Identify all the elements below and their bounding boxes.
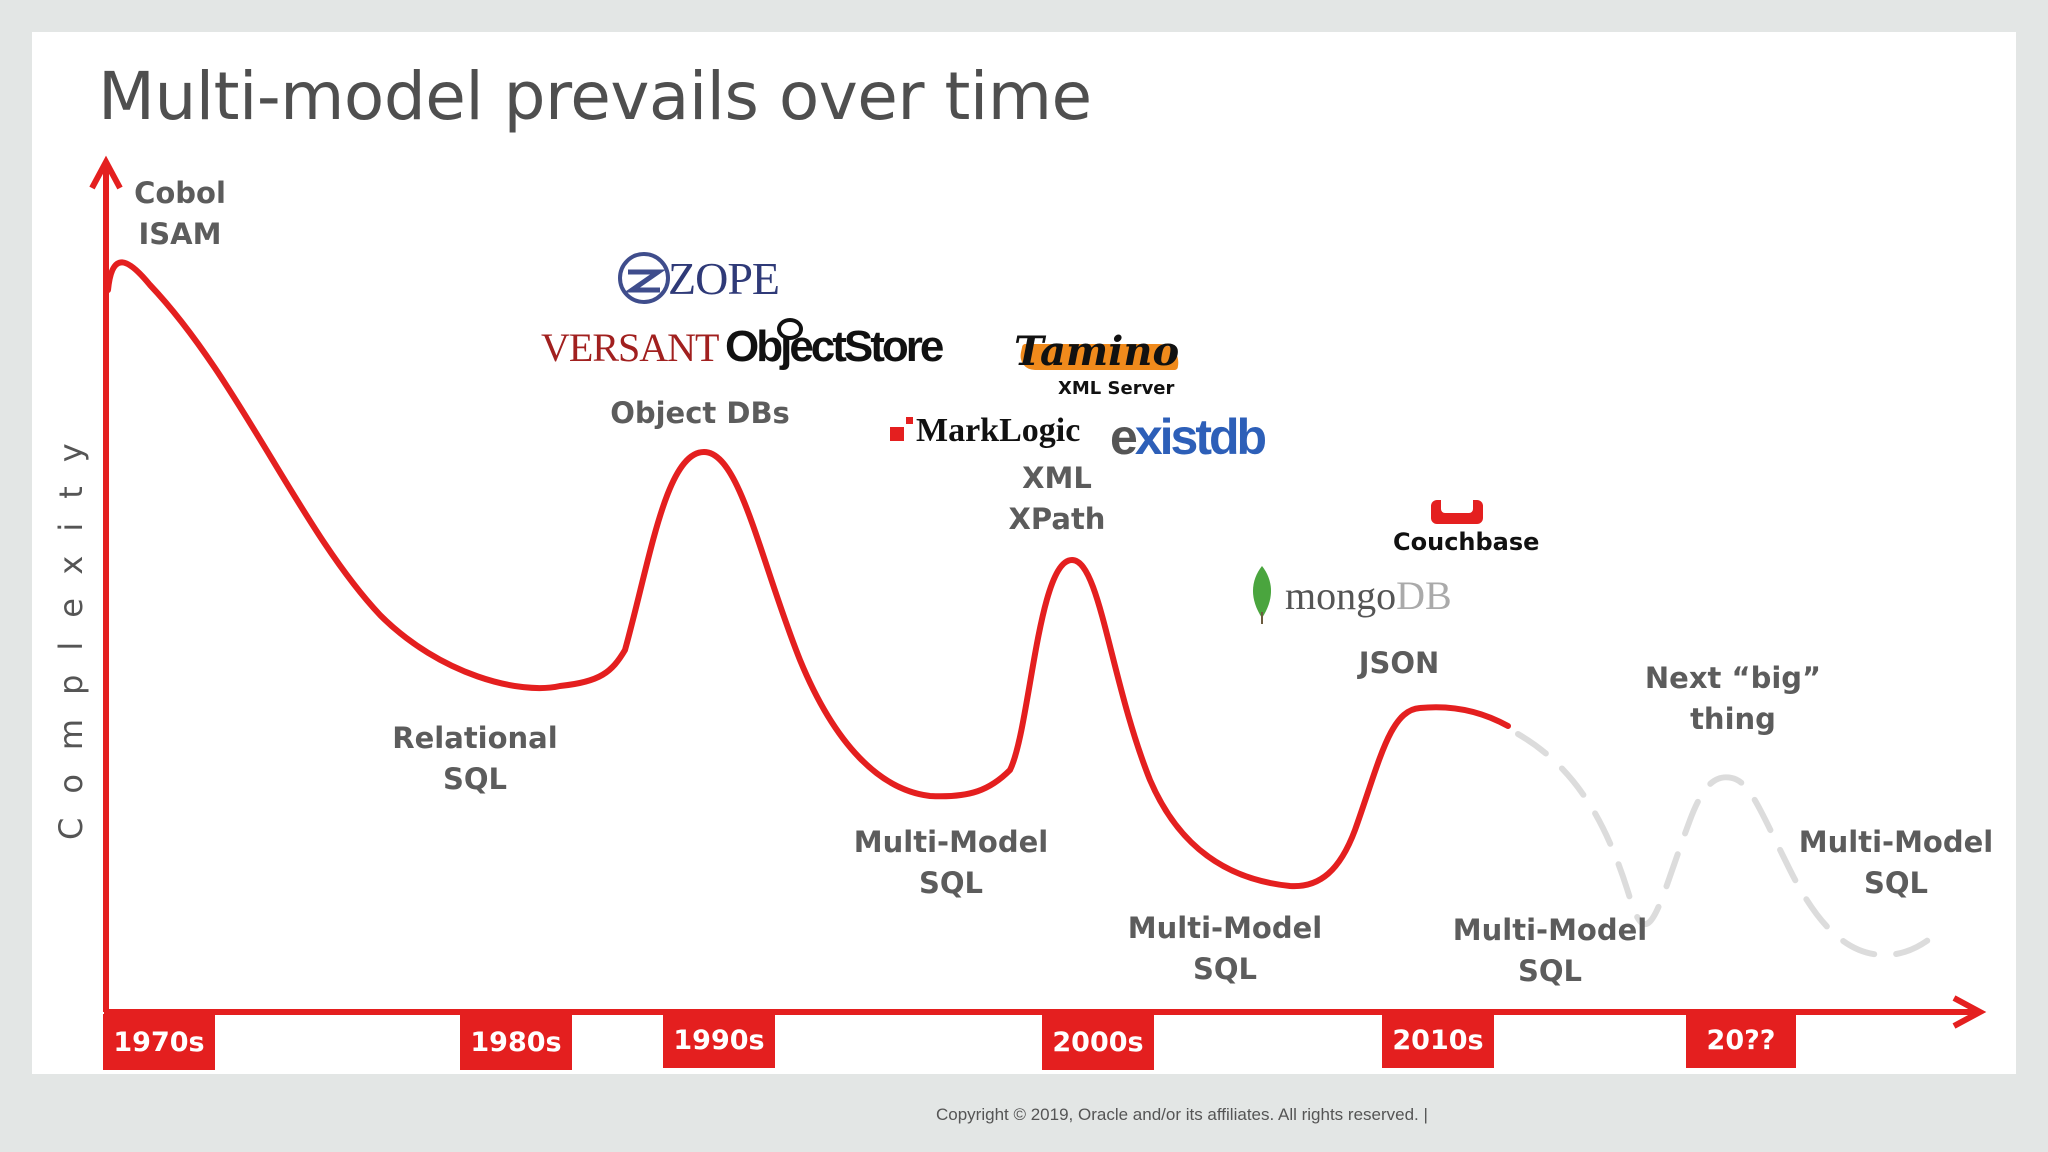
label-line: SQL [1192,952,1258,986]
tamino-logo: Tamino XML Server [1014,328,1183,399]
label-line: Relational [392,721,558,755]
decade-box-2000s: 2000s [1042,1014,1154,1070]
decade-box-2010s: 2010s [1382,1012,1494,1068]
slide-title: Multi-model prevails over time [98,58,1092,135]
decade-box-1980s: 1980s [460,1014,572,1070]
zope-mark-icon [618,252,670,304]
label-line: Object DBs [610,396,790,430]
y-axis-arrow [89,155,123,190]
y-axis-label: Complexity [52,419,90,840]
existdb-e: e [1110,409,1138,465]
objectstore-logo: ObjectStore [725,318,944,372]
decade-box-1970s: 1970s [103,1014,215,1070]
label-line: SQL [1863,866,1929,900]
couchbase-wordmark: Couchbase [1393,528,1540,556]
projected-curve-dashed [1515,731,1943,959]
zope-wordmark: ZOPE [668,252,780,304]
decade-box-future: 20?? [1686,1012,1796,1068]
label-line: Multi-Model [1127,911,1323,945]
label-line: Cobol [134,176,226,210]
label-multimodel-2: Multi-Model SQL [1128,908,1322,990]
mongodb-leaf-icon [1252,566,1272,624]
label-line: XPath [1008,502,1106,536]
marklogic-wordmark: MarkLogic [916,412,1081,449]
label-line: Multi-Model [1798,825,1994,859]
zope-logo: ZOPE [616,250,780,306]
label-line: thing [1690,702,1776,736]
couchbase-mark-icon [1431,500,1483,524]
label-line: SQL [442,762,508,796]
decade-box-1990s: 1990s [663,1012,775,1068]
versant-logo: VERSANT [541,325,719,370]
label-multimodel-3: Multi-Model SQL [1453,910,1647,992]
x-axis-arrow [1952,995,1987,1029]
label-next-big-thing: Next “big” thing [1645,658,1821,740]
existdb-x-icon: x [1134,409,1163,465]
marklogic-logo: MarkLogic [888,412,1080,450]
label-cobol-isam: Cobol ISAM [134,173,226,255]
label-relational-sql: Relational SQL [392,718,557,800]
complexity-curve [105,259,1511,890]
label-line: ISAM [138,217,222,251]
label-line: SQL [918,866,984,900]
label-object-dbs: Object DBs [610,393,790,434]
mongodb-logo: mongo DB [1247,564,1452,626]
mongodb-wordmark: mongo [1285,572,1397,618]
marklogic-squares-icon [888,417,916,445]
tamino-wordmark: Tamino [1014,328,1180,375]
label-line: JSON [1358,646,1440,680]
copyright-footer: Copyright © 2019, Oracle and/or its affi… [936,1105,1428,1124]
label-line: Multi-Model [853,825,1049,859]
label-line: Multi-Model [1452,913,1648,947]
slide-canvas [32,32,2016,1074]
objectstore-ring-icon [777,318,803,340]
tamino-subtitle: XML Server [1058,378,1175,399]
label-line: XML [1022,461,1092,495]
label-line: SQL [1517,954,1583,988]
existdb-wordmark: istdb [1159,409,1267,465]
label-multimodel-4: Multi-Model SQL [1799,822,1993,904]
objectstore-wordmark: ObjectStore [725,322,944,371]
label-json: JSON [1359,643,1440,684]
label-line: Next “big” [1644,661,1822,695]
mongodb-wordmark-db: DB [1396,572,1452,618]
existdb-logo: existdb [1110,408,1267,466]
label-xml-xpath: XML XPath [1009,458,1106,540]
label-multimodel-1: Multi-Model SQL [854,822,1048,904]
